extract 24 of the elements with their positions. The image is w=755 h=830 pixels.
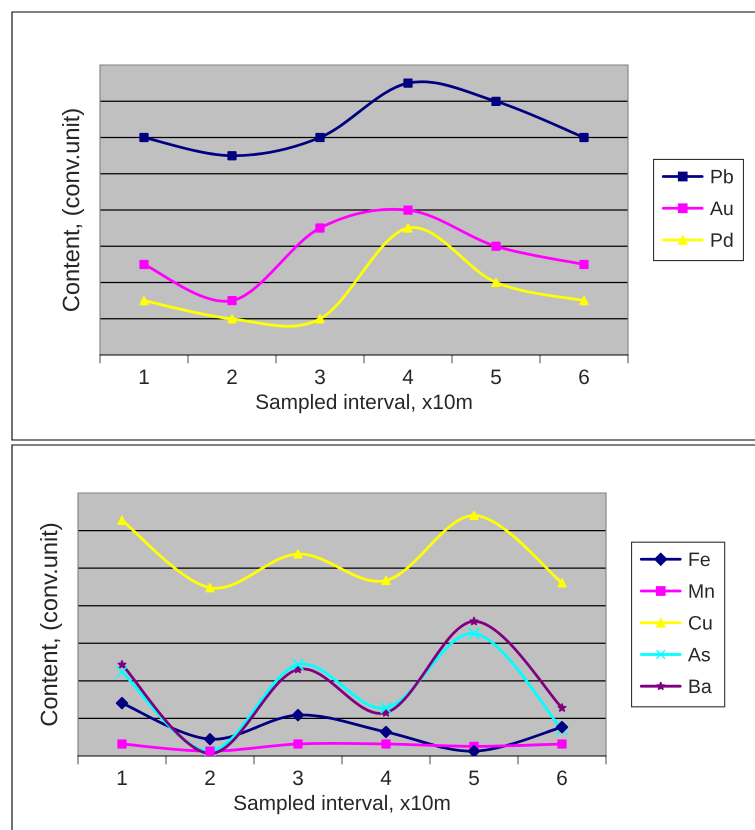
y-axis-title: Content, (conv.unit) — [62, 109, 84, 311]
x-axis-title: Sampled interval, x10m — [256, 394, 472, 414]
x-tick-label: 3 — [293, 770, 303, 786]
legend-label: Cu — [688, 616, 712, 630]
x-tick-label: 4 — [380, 770, 392, 785]
x-axis-title: Sampled interval, x10m — [234, 794, 450, 814]
x-tick-label: 4 — [402, 370, 414, 384]
legend-label: Au — [710, 202, 732, 216]
x-tick-label: 2 — [227, 369, 237, 384]
legend-label: Pb — [712, 169, 733, 184]
legend-label: Pd — [712, 232, 732, 247]
y-axis-title: Content, (conv.unit) — [40, 524, 62, 726]
x-tick-label: 3 — [315, 369, 325, 384]
x-tick-label: 1 — [118, 770, 127, 785]
legend-label: As — [688, 648, 710, 662]
legend-label: Mn — [690, 584, 714, 598]
x-tick-label: 6 — [557, 770, 567, 786]
x-tick-label: 6 — [579, 369, 589, 384]
x-tick-label: 5 — [491, 370, 501, 384]
x-tick-label: 5 — [469, 770, 479, 786]
x-tick-label: 1 — [140, 370, 149, 384]
x-tick-label: 2 — [205, 770, 215, 785]
legend-label: Fe — [690, 552, 710, 566]
legend-label: Ba — [690, 680, 712, 694]
